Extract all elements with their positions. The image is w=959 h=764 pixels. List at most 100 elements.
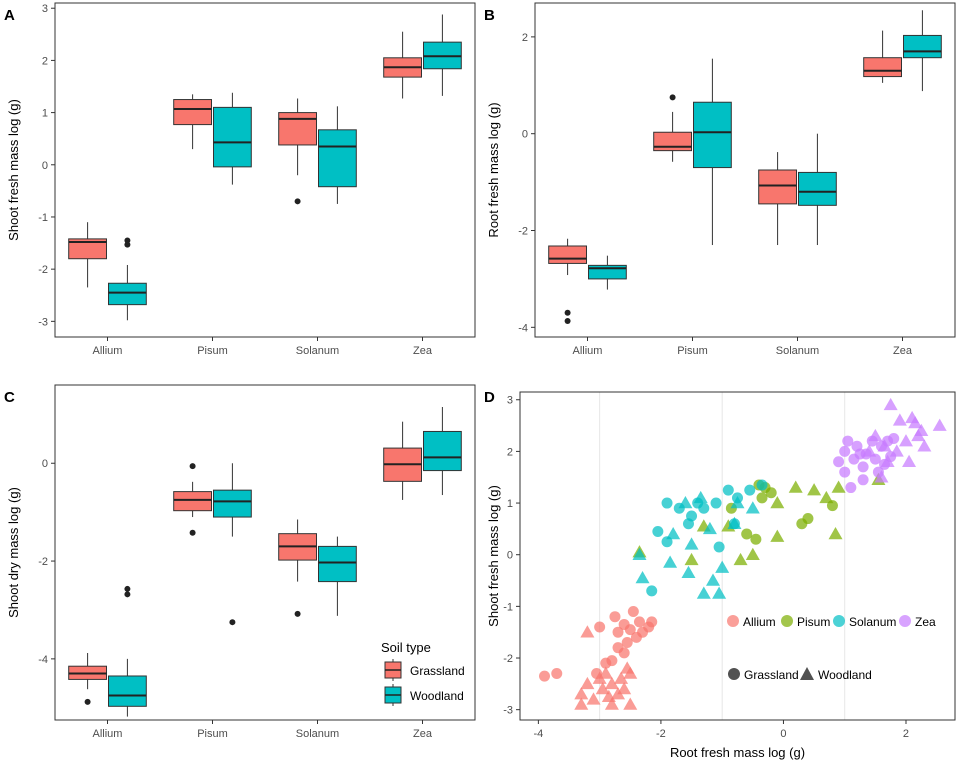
legend-label-grassland: Grassland	[410, 664, 465, 678]
point-allium-grassland	[646, 616, 658, 628]
point-pisum-grassland	[756, 492, 768, 504]
point-allium-woodland	[595, 682, 610, 695]
box-iqr	[173, 99, 212, 126]
y-tick-label: 0	[522, 129, 528, 141]
y-tick-label: 3	[507, 395, 513, 407]
panel-b-boxplot: -4 -2 0 2 Allium Pisum Solanum Zea Root fresh ma…	[486, 2, 956, 357]
legend-entry-woodland: Woodland	[384, 684, 464, 706]
point-zea-woodland	[932, 418, 947, 431]
x-tick-label-pisum: Pisum	[197, 728, 228, 740]
point-pisum-woodland	[733, 552, 748, 566]
box-allium-woodland	[588, 255, 627, 290]
box-solanum-woodland	[318, 106, 357, 204]
y-axis-label: Root fresh mass log (g)	[486, 102, 501, 237]
y-axis-label: Shoot fresh mass log (g)	[486, 485, 501, 627]
point-pisum-woodland	[828, 527, 843, 540]
point-zea-woodland	[914, 423, 929, 436]
outlier-point	[124, 237, 131, 244]
point-allium-grassland	[621, 637, 633, 649]
x-tick-label: 0	[780, 728, 786, 740]
x-tick-label-allium: Allium	[93, 345, 123, 357]
x-tick-label: -4	[533, 728, 543, 740]
point-solanum-woodland	[684, 537, 699, 550]
plot-frame	[534, 2, 956, 338]
point-pisum-woodland	[684, 552, 699, 566]
y-tick-label: 2	[42, 55, 48, 67]
box-iqr	[213, 106, 252, 168]
point-pisum-woodland	[831, 480, 846, 493]
y-tick-label: 3	[42, 3, 48, 15]
point-allium-grassland	[539, 670, 551, 682]
point-pisum-grassland	[765, 487, 777, 499]
box-zea-woodland	[423, 407, 462, 496]
point-solanum-woodland	[678, 496, 693, 509]
point-zea-grassland	[854, 448, 866, 460]
point-solanum-woodland	[681, 565, 696, 579]
point-allium-woodland	[620, 661, 635, 674]
point-zea-woodland	[877, 439, 892, 452]
outlier-point	[124, 585, 131, 592]
point-solanum-woodland	[712, 586, 727, 599]
y-tick-label: 0	[507, 550, 513, 562]
y-tick-label: -2	[38, 264, 48, 276]
point-solanum-grassland	[698, 502, 710, 514]
point-solanum-woodland	[693, 490, 708, 504]
outlier-point	[564, 318, 571, 325]
point-solanum-grassland	[756, 479, 768, 491]
point-solanum-woodland	[715, 560, 730, 573]
point-pisum-woodland	[819, 490, 834, 504]
point-allium-grassland	[624, 624, 636, 636]
legend-label-allium: Allium	[743, 615, 776, 629]
y-tick-label: 0	[42, 160, 48, 172]
point-pisum-grassland	[802, 513, 814, 525]
point-allium-woodland	[598, 666, 613, 679]
box-iqr	[108, 675, 147, 707]
point-allium-grassland	[551, 668, 563, 680]
point-solanum-woodland	[727, 516, 742, 529]
point-zea-woodland	[862, 444, 877, 457]
point-zea-woodland	[874, 470, 889, 483]
legend-dot-solanum	[833, 615, 845, 627]
point-allium-woodland	[586, 692, 601, 705]
point-zea-grassland	[842, 435, 854, 447]
point-zea-woodland	[917, 439, 932, 452]
box-iqr	[318, 129, 357, 188]
point-allium-woodland	[574, 697, 589, 710]
y-tick-label: -4	[38, 654, 48, 666]
box-zea-grassland	[383, 421, 423, 500]
x-tick-label-solanum: Solanum	[776, 345, 819, 357]
soil-type-legend: Soil type Grassland Woodland	[381, 640, 465, 706]
x-tick-label-zea: Zea	[413, 728, 433, 740]
plot-frame	[54, 2, 476, 338]
point-allium-woodland	[614, 671, 629, 684]
box-zea-woodland	[903, 10, 942, 92]
point-solanum-woodland	[702, 521, 717, 535]
legend-species-pisum: Pisum	[781, 615, 830, 629]
legend-label-woodland: Woodland	[410, 689, 464, 703]
point-pisum-woodland	[745, 547, 760, 560]
point-solanum-grassland	[661, 497, 673, 509]
y-tick-label: -1	[503, 601, 513, 613]
point-zea-grassland	[857, 461, 869, 473]
point-pisum-woodland	[770, 496, 785, 509]
x-tick-label-zea: Zea	[893, 345, 913, 357]
scatter-legend: Allium Pisum Solanum Zea Grassland Woodl…	[727, 615, 936, 682]
legend-label-zea: Zea	[915, 615, 936, 629]
x-axis-label: Root fresh mass log (g)	[670, 745, 805, 760]
point-zea-woodland	[908, 415, 923, 429]
y-tick-label: 2	[522, 32, 528, 44]
box-allium-woodland	[108, 237, 147, 321]
box-iqr	[278, 112, 318, 146]
legend-title: Soil type	[381, 640, 431, 655]
panel-label-a: A	[4, 7, 15, 24]
y-tick-label: -3	[38, 316, 48, 328]
box-iqr	[653, 131, 693, 152]
panel-a-boxplot: -3 -2 -1 0 1 2 3 Allium Pisum Solanum Zea Shoot fre…	[6, 2, 476, 357]
legend-label-soil-woodland: Woodland	[818, 668, 872, 682]
y-tick-label: -2	[38, 556, 48, 568]
box-iqr	[173, 491, 212, 512]
box-pisum-woodland	[213, 92, 252, 185]
point-zea-grassland	[839, 445, 851, 457]
x-tick-label-solanum: Solanum	[296, 345, 339, 357]
